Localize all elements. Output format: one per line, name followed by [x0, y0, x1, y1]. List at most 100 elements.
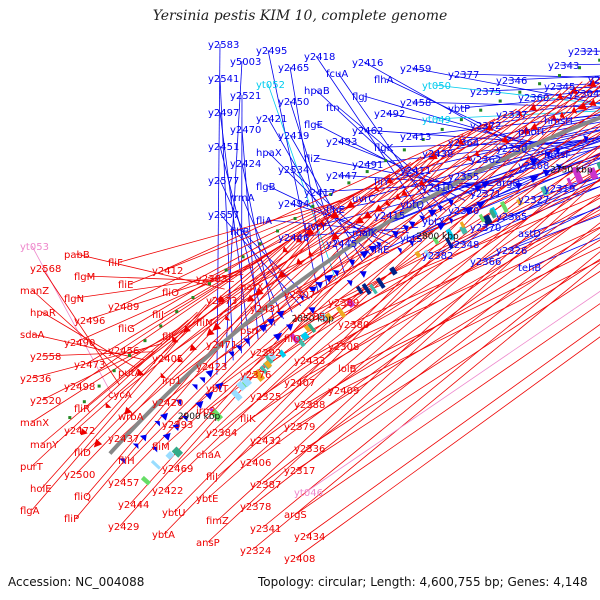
leader-line	[481, 205, 600, 262]
leader-line	[385, 78, 554, 159]
gene-label: y2380	[338, 320, 369, 331]
feature-arrow	[485, 123, 494, 131]
gene-label: y2410	[422, 183, 453, 194]
leader-line	[305, 290, 600, 493]
leader-line	[207, 133, 600, 455]
feature-arrow	[396, 247, 402, 254]
leader-line	[251, 262, 600, 551]
feature-arrow	[542, 169, 551, 177]
gene-label: narX	[240, 282, 264, 293]
gc-tile	[478, 213, 486, 223]
leader-line	[295, 303, 600, 515]
tick-dot	[365, 170, 369, 174]
feature-arrow	[191, 384, 198, 391]
feature-arrow	[266, 318, 275, 326]
leader-line	[173, 81, 583, 469]
gene-label: fliH	[118, 456, 135, 467]
feature-arrow	[473, 185, 482, 193]
gene-label: y2451	[208, 142, 239, 153]
gene-label: fliO	[284, 334, 301, 345]
gene-label: fliE	[374, 245, 389, 256]
gene-label: ybtQ	[400, 200, 424, 211]
gene-label: y2387	[250, 480, 281, 491]
gene-label: y2324	[240, 546, 271, 557]
leader-line	[31, 327, 180, 423]
gene-label: putA	[118, 368, 142, 379]
gc-tile	[264, 353, 274, 364]
feature-arrow	[464, 207, 474, 216]
leader-line	[481, 86, 600, 92]
leader-line	[339, 260, 600, 391]
gene-label: flgK	[374, 143, 394, 154]
gene-label: y2496	[74, 316, 105, 327]
leader-line	[295, 209, 600, 383]
gc-tile	[230, 389, 243, 402]
gene-label: y2497	[208, 108, 239, 119]
leader-line	[305, 197, 600, 361]
feature-arrow	[296, 235, 303, 243]
gene-label: y2437	[108, 434, 139, 445]
leader-line	[529, 90, 600, 98]
feature-arrow	[346, 279, 353, 287]
gene-label: y2405	[152, 354, 183, 365]
gene-label: y2307	[284, 290, 315, 301]
gene-label: y2408	[284, 554, 315, 565]
gene-label: y2444	[118, 500, 149, 511]
gene-label: cycA	[108, 390, 132, 401]
leader-line	[349, 213, 600, 325]
gene-label: irp2	[196, 406, 216, 417]
feature-arrow	[448, 217, 453, 225]
gene-label: y2458	[400, 98, 431, 109]
leader-line	[173, 118, 496, 293]
genome-summary: Topology: circular; Length: 4,600,755 bp…	[258, 575, 588, 589]
feature-arrow	[501, 136, 509, 144]
gene-label: fcuA	[326, 69, 348, 80]
gene-label: ybtA	[152, 530, 175, 541]
leader-line	[31, 245, 112, 394]
gene-label: y2365	[496, 212, 527, 223]
gene-label: y2473	[74, 360, 105, 371]
feature-arrow	[529, 103, 538, 111]
feature-arrow	[419, 215, 425, 223]
feature-arrow	[402, 224, 409, 232]
gc-tile	[445, 237, 454, 250]
feature-arrow	[175, 399, 182, 406]
feature-arrow	[332, 270, 340, 277]
tick-dot	[159, 324, 163, 328]
feature-arrow	[80, 428, 88, 436]
gc-tile	[236, 380, 247, 392]
gene-label: y2409	[328, 386, 359, 397]
gc-tile	[150, 459, 161, 470]
feature-arrow	[273, 332, 283, 342]
gene-label: flgM	[74, 272, 95, 283]
leader-line	[459, 161, 600, 211]
position-label: 2800 kbp	[416, 232, 459, 242]
gene-label: irp1	[162, 376, 182, 387]
feature-arrow	[436, 222, 447, 231]
gene-label: y5003	[230, 57, 261, 68]
feature-arrow	[374, 184, 381, 192]
gene-label: y2420	[152, 398, 183, 409]
gene-label: y2372	[470, 121, 501, 132]
gene-label: y2520	[30, 396, 61, 407]
feature-arrow	[214, 382, 224, 391]
leader-line	[507, 102, 600, 115]
tick-dot	[276, 229, 280, 233]
gene-label: y2489	[108, 302, 139, 313]
gene-label: wrbA	[118, 412, 144, 423]
gene-label: y2421	[256, 114, 287, 125]
leader-line	[459, 138, 600, 177]
tick-dot	[143, 339, 147, 343]
gc-tile	[361, 283, 372, 296]
leader-line	[219, 77, 234, 361]
leader-line	[295, 152, 600, 295]
gene-label: y2472	[64, 426, 95, 437]
feature-arrow	[132, 443, 139, 449]
gene-label: y2558	[30, 352, 61, 363]
gene-label: y2450	[278, 97, 309, 108]
leader-line	[173, 90, 561, 425]
gc-tile	[239, 374, 253, 388]
leader-line	[251, 154, 600, 375]
gene-label: y2388	[294, 400, 325, 411]
